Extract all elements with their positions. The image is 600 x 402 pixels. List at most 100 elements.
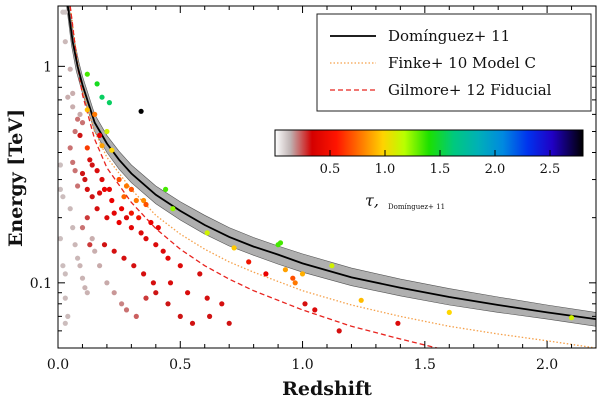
legend: Domínguez+ 11 Finke+ 10 Model C Gilmore+… [316,13,592,112]
data-point [277,240,284,246]
data-point [231,245,237,251]
data-point [121,194,127,200]
data-point [177,313,183,319]
data-point [128,225,134,231]
colorbar-tick-label: 0.5 [320,162,341,177]
data-point [75,116,81,122]
data-point [292,280,298,286]
data-point [119,206,125,212]
data-point [58,186,63,192]
x-tick-label: 2.0 [536,357,558,373]
data-point [70,104,76,110]
data-point [99,143,105,149]
colorbar: 0.5 1.0 1.5 2.0 2.5 τ, Domínguez+ 11 [274,129,584,211]
data-point [58,236,63,242]
data-point [207,313,213,319]
data-point [79,170,86,177]
data-point [84,107,90,113]
data-point [72,242,78,248]
data-point [106,186,112,192]
data-point [106,100,112,106]
data-point [77,132,83,138]
data-point [58,162,63,168]
x-tick-label: 1.0 [291,357,313,373]
y-tick-label: 1 [43,59,52,75]
data-point [153,242,159,248]
data-point [109,197,115,204]
data-point [72,168,78,174]
dominguez-curve [66,6,596,320]
data-point [62,295,68,301]
data-point [204,295,210,301]
data-point [160,248,166,254]
legend-label-dominguez: Domínguez+ 11 [388,27,510,45]
data-point [94,168,100,174]
data-point [89,236,95,242]
data-point [97,190,103,196]
data-point [70,225,76,231]
data-point [87,157,93,163]
data-point [446,309,452,315]
data-point [111,290,117,296]
data-point [165,301,171,307]
data-point [123,215,130,221]
data-point [97,132,103,138]
data-point [290,275,296,281]
data-point [62,9,68,15]
data-point [131,263,137,269]
data-point [167,280,174,286]
data-point [302,301,308,307]
x-tick-label: 1.5 [414,357,436,373]
data-point [92,111,98,117]
data-point [128,186,134,192]
data-point [329,263,335,269]
data-point [82,285,88,291]
data-point [89,194,95,200]
data-point [65,94,71,100]
colorbar-label: τ, [365,191,379,210]
data-point [119,301,125,307]
data-point [141,271,147,277]
data-point [143,236,149,242]
data-point [246,259,252,265]
data-point [104,215,110,221]
colorbar-tick-label: 2.0 [485,162,506,177]
x-tick-label: 0.5 [169,357,191,373]
data-point [263,271,269,277]
data-point [109,147,115,153]
data-point [116,176,122,183]
data-point [111,210,117,216]
data-point [70,90,76,96]
data-point [67,145,73,151]
colorbar-ticks: 0.5 1.0 1.5 2.0 2.5 [320,150,561,177]
data-point [165,255,171,261]
data-point [60,263,66,269]
data-point [62,320,68,326]
data-point [138,230,144,236]
data-point [104,280,110,286]
data-point [67,66,73,72]
data-point [185,290,191,296]
data-point [148,219,154,226]
colorbar-gradient [274,129,584,157]
data-point [62,39,68,45]
data-point [77,111,83,117]
data-point [395,320,401,326]
data-point [123,307,130,313]
data-point [141,197,147,204]
data-point [101,186,108,192]
data-point [197,271,203,277]
data-point [116,219,122,226]
data-point [79,225,86,231]
colorbar-tick-label: 1.0 [375,162,396,177]
x-tick-label: 0.0 [47,357,69,373]
data-point [94,206,100,212]
colorbar-label-subscript: Domínguez+ 11 [388,203,445,211]
data-point [60,194,66,200]
data-point [204,230,210,236]
data-point [97,263,103,269]
colorbar-tick-label: 2.5 [540,162,561,177]
data-point [75,183,81,189]
data-point [143,295,149,301]
